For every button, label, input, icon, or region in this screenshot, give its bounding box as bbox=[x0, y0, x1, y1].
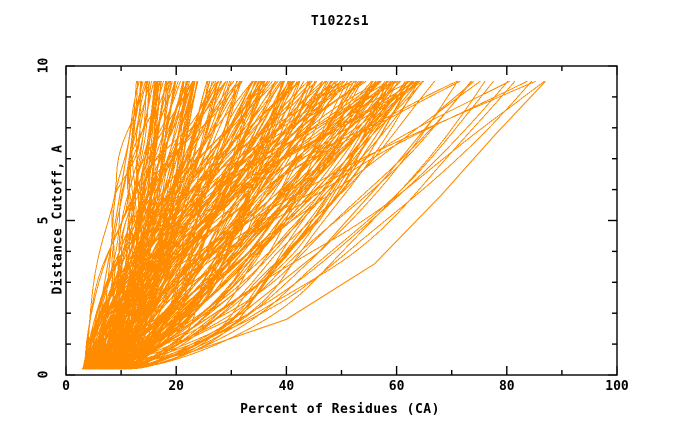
x-axis-title: Percent of Residues (CA) bbox=[240, 402, 440, 417]
x-tick-label: 40 bbox=[278, 379, 295, 394]
x-tick-label: 60 bbox=[388, 379, 405, 394]
axis-ticks bbox=[65, 65, 618, 376]
y-tick-label: 10 bbox=[36, 57, 52, 74]
y-axis-title: Distance Cutoff, A bbox=[50, 144, 66, 295]
x-tick-label: 80 bbox=[498, 379, 515, 394]
y-tick-label: 0 bbox=[36, 370, 52, 379]
x-tick-label: 20 bbox=[168, 379, 185, 394]
plot-title: T1022s1 bbox=[310, 14, 370, 29]
y-tick-label: 5 bbox=[36, 216, 52, 224]
x-tick-label: 0 bbox=[62, 379, 70, 394]
data-curves bbox=[82, 80, 546, 370]
x-tick-label: 100 bbox=[605, 379, 629, 394]
